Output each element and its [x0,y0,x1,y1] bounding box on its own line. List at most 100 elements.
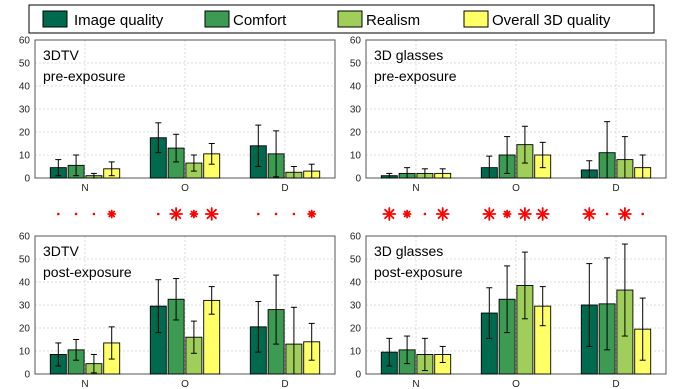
y-tick-label: 50 [350,255,362,266]
y-tick-label: 20 [350,324,362,335]
x-tick-label: D [281,183,288,194]
y-tick-label: 50 [19,59,31,70]
significance-markers [57,207,644,221]
asterisk-stroke [437,208,448,220]
asterisk-marker [518,207,532,221]
x-tick-label: O [181,183,189,194]
asterisk-stroke [484,208,495,220]
asterisk-stroke [403,210,411,218]
y-tick-label: 60 [19,232,31,243]
asterisk-stroke [108,210,116,218]
asterisk-marker [482,207,497,221]
asterisk-stroke [537,208,548,220]
chart-panel-1: 0 10 20 30 40 50 60 N O D 3DTV pre-exposure [19,36,336,194]
x-tick-label: O [512,183,520,194]
plot-frame [365,39,667,179]
y-tick-label: 60 [19,36,31,47]
asterisk-stroke [584,208,595,220]
legend: Image quality Comfort Realism Overall 3D… [28,4,655,34]
dot-marker [423,212,427,216]
x-tick-label: D [612,379,619,389]
chart-panel-2: 0 10 20 30 40 50 60 N O D 3D glasses pre-exposure [350,36,667,194]
legend-swatch-overall-3d-quality [463,10,489,28]
asterisk-marker [169,207,184,221]
plot-frame [34,39,336,179]
x-tick-label: N [81,379,88,389]
legend-swatch-image-quality [42,10,68,28]
panel-title-line: 3D glasses [374,243,443,259]
y-tick-label: 0 [355,370,361,381]
y-tick-label: 10 [350,151,362,162]
legend-label-overall-3d-quality: Overall 3D quality [492,12,611,29]
x-tick-label: O [181,379,189,389]
y-tick-label: 50 [19,255,31,266]
chart-panels: 0 10 20 30 40 50 60 N O D 3DTV pre-exposure 0 10 20 30 4… [19,36,667,389]
legend-label-image-quality: Image quality [74,12,164,29]
dot-marker [57,212,60,216]
y-tick-label: 10 [350,347,362,358]
y-tick-label: 20 [19,128,31,139]
chart-panel-3: 0 10 20 30 40 50 60 N O D 3DTV post-exposure [19,232,336,389]
x-tick-label: D [281,379,288,389]
y-tick-label: 0 [355,174,361,185]
panel-title-line: 3D glasses [374,47,443,63]
asterisk-stroke [519,208,531,220]
panel-title-line: post-exposure [374,264,463,280]
asterisk-stroke [308,210,316,218]
x-tick-label: O [512,379,520,389]
asterisk-stroke [619,208,631,220]
panel-title-line: post-exposure [43,264,132,280]
y-tick-label: 40 [19,278,31,289]
y-tick-label: 10 [19,347,31,358]
asterisk-stroke [170,208,182,220]
asterisk-stroke [384,208,395,220]
y-tick-label: 30 [350,301,362,312]
y-tick-label: 30 [19,105,31,116]
legend-swatch-realism [337,10,363,28]
asterisk-marker [204,207,219,221]
x-tick-label: N [412,379,419,389]
y-tick-label: 40 [19,82,31,93]
chart-panel-4: 0 10 20 30 40 50 60 N O D 3D glasses post-exposure [350,232,667,389]
asterisk-marker [535,207,550,221]
panel-title-line: 3DTV [43,47,79,63]
panel-title-line: 3DTV [43,243,79,259]
asterisk-marker [307,209,317,219]
dot-marker [605,212,609,216]
asterisk-marker [382,207,397,221]
legend-swatch-comfort [204,10,230,28]
dot-marker [74,212,78,216]
asterisk-marker [435,207,450,221]
y-tick-label: 10 [19,151,31,162]
y-tick-label: 0 [24,174,30,185]
y-tick-label: 20 [350,128,362,139]
dot-marker [274,212,278,216]
asterisk-marker [189,209,199,219]
y-tick-label: 60 [350,36,362,47]
dot-marker [257,212,260,216]
y-tick-label: 0 [24,370,30,381]
asterisk-stroke [206,208,217,220]
x-tick-label: N [81,183,88,194]
dot-marker [92,212,96,216]
legend-label-realism: Realism [366,12,420,29]
y-tick-label: 40 [350,82,362,93]
dot-marker [157,212,160,216]
y-tick-label: 20 [19,324,31,335]
asterisk-marker [402,209,412,219]
panel-title-line: pre-exposure [43,68,126,84]
plot-frame [34,235,336,375]
asterisk-marker [582,207,597,221]
y-tick-label: 40 [350,278,362,289]
plot-frame [365,235,667,375]
x-tick-label: N [412,183,419,194]
asterisk-stroke [503,210,511,218]
legend-label-comfort: Comfort [233,12,287,29]
asterisk-marker [502,209,512,219]
x-tick-label: D [612,183,619,194]
panel-title-line: pre-exposure [374,68,457,84]
y-tick-label: 50 [350,59,362,70]
dot-marker [292,212,296,216]
y-tick-label: 30 [350,105,362,116]
